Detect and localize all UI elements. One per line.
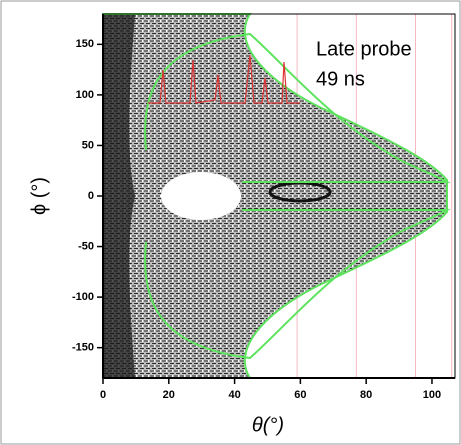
y-tick-label: 150 [76,38,94,50]
x-axis-label: θ(°) [252,414,284,436]
dark-band [103,14,135,378]
boundaries [102,13,451,379]
hole [161,172,241,220]
x-tick-label: 60 [294,389,306,401]
x-tick-label: 40 [228,389,240,401]
y-tick-label: -50 [78,240,94,252]
x-tick-label: 80 [360,389,372,401]
y-tick-label: 100 [76,89,94,101]
annotation: 49 ns [316,68,365,90]
y-tick-label: 50 [82,139,94,151]
lower-lobe [144,209,451,360]
y-axis-label: ϕ (°) [28,177,50,215]
upper-lobe [144,32,451,183]
outer-boundary [102,13,448,379]
x-tick-label: 20 [163,389,175,401]
y-tick-label: -150 [72,342,94,354]
y-tick-label: -100 [72,291,94,303]
annotation: Late probe [316,38,412,60]
x-tick-label: 100 [423,389,441,401]
x-tick-label: 0 [100,389,106,401]
y-tick-label: 0 [88,190,94,202]
spectrum-trace [148,54,300,104]
